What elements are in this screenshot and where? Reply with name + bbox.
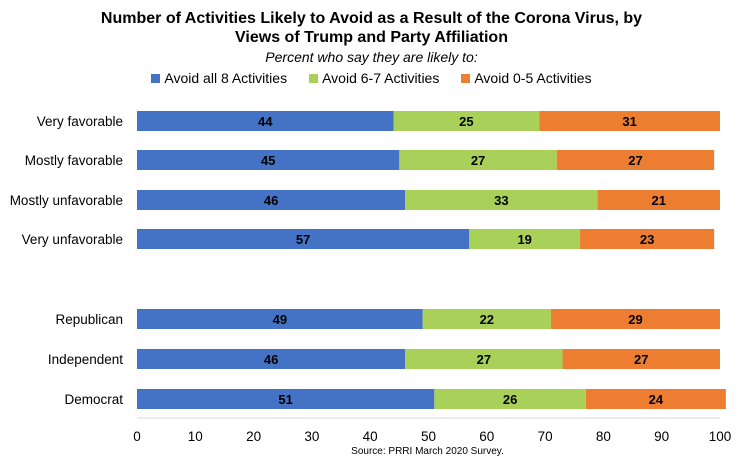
bar-avoid-0-5-activities-very-unfavorable [580,229,715,249]
legend-item-avoid-all-8: Avoid all 8 Activities [151,70,287,86]
bar-avoid-0-5-activities-very-favorable [539,111,720,131]
legend: Avoid all 8 Activities Avoid 6-7 Activit… [0,70,743,86]
data-label-avoid-0-5-activities-democrat: 24 [649,392,664,407]
bar-avoid-all-8-activities-republican [137,309,423,329]
x-tick-label-10: 10 [188,429,203,444]
data-label-avoid-all-8-activities-mostly-unfavorable: 46 [264,193,278,208]
chart-title-line-2: Views of Trump and Party Affiliation [235,29,508,46]
x-tick-label-100: 100 [709,429,732,444]
category-label-very-unfavorable: Very unfavorable [22,232,123,247]
legend-item-avoid-0-5: Avoid 0-5 Activities [461,70,592,86]
chart-subtitle: Percent who say they are likely to: [265,49,478,65]
data-label-avoid-all-8-activities-republican: 49 [273,312,287,327]
data-label-avoid-0-5-activities-independent: 27 [634,352,648,367]
x-tick-label-30: 30 [304,429,319,444]
bar-avoid-all-8-activities-mostly-unfavorable [137,190,406,210]
bar-avoid-0-5-activities-mostly-unfavorable [597,190,720,210]
data-label-avoid-6-7-activities-independent: 27 [477,352,491,367]
bar-avoid-6-7-activities-mostly-unfavorable [405,190,598,210]
x-tick-label-40: 40 [363,429,378,444]
data-label-avoid-all-8-activities-independent: 46 [264,352,278,367]
data-label-avoid-all-8-activities-very-favorable: 44 [258,114,273,129]
bar-avoid-6-7-activities-democrat [434,389,586,409]
bar-avoid-0-5-activities-independent [562,349,720,369]
x-tick-label-20: 20 [246,429,261,444]
category-label-republican: Republican [55,312,123,327]
legend-swatch-avoid-0-5 [461,73,471,83]
legend-swatch-avoid-6-7 [309,73,319,83]
bar-avoid-6-7-activities-republican [422,309,551,329]
data-label-avoid-6-7-activities-mostly-favorable: 27 [471,153,485,168]
bar-avoid-all-8-activities-democrat [137,389,435,409]
chart-title-line-1: Number of Activities Likely to Avoid as … [100,10,643,27]
data-label-avoid-6-7-activities-mostly-unfavorable: 33 [494,193,508,208]
data-label-avoid-0-5-activities-very-unfavorable: 23 [640,232,654,247]
bar-avoid-all-8-activities-very-favorable [137,111,394,131]
bar-avoid-0-5-activities-mostly-favorable [556,150,715,170]
x-tick-label-0: 0 [133,429,141,444]
legend-swatch-avoid-all-8 [151,73,161,83]
legend-label-avoid-6-7: Avoid 6-7 Activities [322,70,440,86]
bar-avoid-all-8-activities-very-unfavorable [137,229,470,249]
data-label-avoid-all-8-activities-very-unfavorable: 57 [296,232,310,247]
x-tick-label-60: 60 [479,429,494,444]
data-label-avoid-all-8-activities-democrat: 51 [278,392,292,407]
bar-avoid-6-7-activities-mostly-favorable [399,150,557,170]
x-tick-label-80: 80 [596,429,611,444]
data-label-avoid-6-7-activities-democrat: 26 [503,392,517,407]
legend-item-avoid-6-7: Avoid 6-7 Activities [309,70,439,86]
category-label-democrat: Democrat [64,392,123,407]
data-label-avoid-0-5-activities-republican: 29 [628,312,642,327]
legend-label-avoid-0-5: Avoid 0-5 Activities [474,70,592,86]
bar-avoid-0-5-activities-democrat [585,389,726,409]
x-tick-label-50: 50 [421,429,436,444]
category-label-mostly-favorable: Mostly favorable [25,153,123,168]
data-label-avoid-all-8-activities-mostly-favorable: 45 [261,153,275,168]
x-tick-label-70: 70 [538,429,553,444]
legend-label-avoid-all-8: Avoid all 8 Activities [164,70,288,86]
data-label-avoid-6-7-activities-very-favorable: 25 [459,114,473,129]
category-label-very-favorable: Very favorable [37,114,123,129]
bar-avoid-6-7-activities-very-favorable [393,111,540,131]
bar-avoid-0-5-activities-republican [550,309,720,329]
data-label-avoid-6-7-activities-republican: 22 [480,312,494,327]
source-note: Source: PRRI March 2020 Survey. [351,446,504,457]
bar-avoid-6-7-activities-independent [405,349,563,369]
category-label-mostly-unfavorable: Mostly unfavorable [10,193,123,208]
data-label-avoid-0-5-activities-mostly-favorable: 27 [628,153,642,168]
data-label-avoid-6-7-activities-very-unfavorable: 19 [517,232,531,247]
bar-avoid-6-7-activities-very-unfavorable [469,229,581,249]
bar-avoid-all-8-activities-mostly-favorable [137,150,400,170]
data-label-avoid-0-5-activities-mostly-unfavorable: 21 [652,193,666,208]
bar-avoid-all-8-activities-independent [137,349,406,369]
data-label-avoid-0-5-activities-very-favorable: 31 [622,114,636,129]
x-tick-label-90: 90 [654,429,669,444]
category-label-independent: Independent [48,352,123,367]
